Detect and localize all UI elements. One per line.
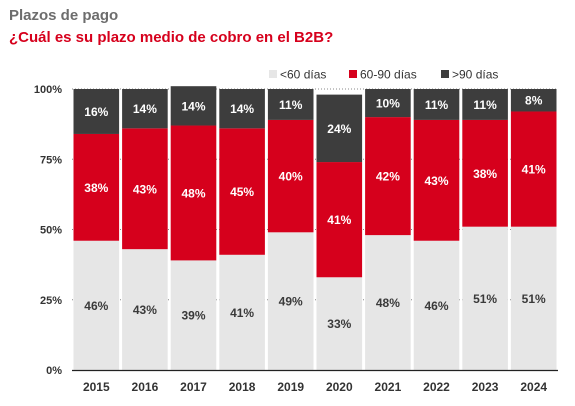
data-label-lt60-2017: 39% — [181, 309, 205, 323]
data-label-mid-2018: 45% — [230, 185, 254, 199]
bars: 46% 38% 16% 43% 43% 14% 39% 48% 14% 41% 45% 14% 49% 4… — [73, 86, 557, 370]
y-tick-label: 50% — [40, 225, 62, 237]
bar-segment-lt60-2023 — [462, 226, 508, 370]
data-label-gt90-2023: 11% — [473, 98, 497, 112]
data-label-mid-2022: 43% — [424, 174, 448, 188]
x-tick-label: 2017 — [180, 380, 207, 394]
x-axis: 2015 2016 2017 2018 2019 2020 2021 2022 2023 2024 — [72, 369, 558, 394]
x-tick-label: 2023 — [472, 380, 499, 394]
bar-segment-lt60-2019 — [267, 232, 314, 370]
y-tick-label: 25% — [40, 295, 62, 307]
bar-segment-gt90-2017 — [170, 86, 217, 126]
bar-segment-lt60-2017 — [170, 260, 217, 370]
data-label-gt90-2018: 14% — [230, 102, 254, 116]
y-tick-label: 0% — [46, 365, 62, 377]
data-label-mid-2015: 38% — [84, 181, 108, 195]
bar-segment-mid-2017 — [170, 125, 217, 261]
data-label-mid-2017: 48% — [181, 186, 205, 200]
bar-segment-lt60-2018 — [219, 254, 265, 370]
bar-segment-lt60-2021 — [365, 235, 411, 370]
data-label-lt60-2016: 43% — [133, 303, 157, 317]
data-label-lt60-2020: 33% — [327, 317, 351, 331]
bar-segment-mid-2019 — [267, 119, 314, 233]
x-tick-label: 2015 — [83, 380, 110, 394]
x-tick-label: 2022 — [423, 380, 450, 394]
legend-label-gt90: >90 días — [452, 68, 498, 82]
data-label-gt90-2019: 11% — [279, 98, 303, 112]
y-tick-label: 100% — [34, 84, 62, 96]
legend-label-mid: 60-90 días — [360, 68, 417, 82]
bar-segment-mid-2020 — [316, 162, 363, 278]
legend-swatch-gt90 — [441, 70, 449, 78]
data-label-lt60-2015: 46% — [84, 299, 108, 313]
data-label-lt60-2021: 48% — [376, 296, 400, 310]
x-tick-label: 2016 — [132, 380, 159, 394]
data-label-lt60-2018: 41% — [230, 306, 254, 320]
x-tick-label: 2020 — [326, 380, 353, 394]
legend-label-lt60: <60 días — [280, 68, 326, 82]
bar-segment-gt90-2022 — [413, 89, 460, 120]
data-label-lt60-2023: 51% — [473, 292, 497, 306]
data-label-lt60-2019: 49% — [279, 295, 303, 309]
bar-segment-gt90-2016 — [122, 89, 168, 129]
data-label-gt90-2015: 16% — [84, 105, 108, 119]
data-label-mid-2019: 40% — [279, 170, 303, 184]
y-tick-label: 75% — [40, 154, 62, 166]
data-label-mid-2016: 43% — [133, 182, 157, 196]
data-label-gt90-2020: 24% — [327, 122, 351, 136]
bar-segment-gt90-2024 — [510, 89, 557, 112]
bar-segment-gt90-2019 — [267, 89, 314, 120]
data-label-mid-2023: 38% — [473, 167, 497, 181]
data-label-gt90-2021: 10% — [376, 97, 400, 111]
data-label-lt60-2022: 46% — [424, 299, 448, 313]
chart-subtitle: ¿Cuál es su plazo medio de cobro en el B… — [9, 29, 334, 46]
legend: <60 días 60-90 días >90 días — [269, 68, 498, 82]
x-tick-label: 2021 — [375, 380, 402, 394]
data-label-gt90-2024: 8% — [525, 94, 543, 108]
bar-segment-mid-2021 — [365, 117, 411, 236]
bar-segment-mid-2018 — [219, 128, 265, 255]
data-label-mid-2021: 42% — [376, 170, 400, 184]
bar-segment-lt60-2024 — [510, 226, 557, 370]
bar-segment-gt90-2015 — [73, 89, 120, 134]
bar-segment-lt60-2020 — [316, 277, 363, 370]
bar-segment-lt60-2015 — [73, 240, 120, 370]
bar-segment-gt90-2021 — [365, 89, 411, 118]
data-label-mid-2024: 41% — [522, 163, 546, 177]
chart-title: Plazos de pago — [9, 7, 119, 24]
bar-segment-lt60-2016 — [122, 249, 168, 370]
legend-swatch-lt60 — [269, 70, 277, 78]
x-tick-label: 2018 — [229, 380, 256, 394]
bar-segment-gt90-2018 — [219, 89, 265, 129]
legend-swatch-mid — [349, 70, 357, 78]
bar-segment-mid-2023 — [462, 119, 508, 227]
data-label-gt90-2022: 11% — [425, 98, 449, 112]
bar-segment-mid-2022 — [413, 119, 460, 241]
bar-segment-gt90-2023 — [462, 89, 508, 120]
data-label-lt60-2024: 51% — [522, 292, 546, 306]
bar-segment-gt90-2020 — [316, 94, 363, 163]
bar-segment-lt60-2022 — [413, 240, 460, 370]
bar-segment-mid-2016 — [122, 128, 168, 250]
x-tick-label: 2024 — [520, 380, 547, 394]
data-label-gt90-2017: 14% — [181, 99, 205, 113]
data-label-gt90-2016: 14% — [133, 102, 157, 116]
data-label-mid-2020: 41% — [327, 213, 351, 227]
y-axis: 0% 25% 50% 75% 100% — [34, 84, 62, 377]
x-tick-label: 2019 — [277, 380, 304, 394]
bar-segment-mid-2024 — [510, 111, 557, 227]
bar-segment-mid-2015 — [73, 133, 120, 241]
